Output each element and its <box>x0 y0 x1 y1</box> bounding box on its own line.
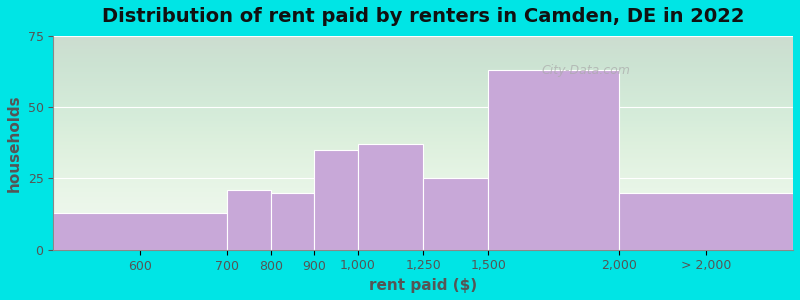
Bar <box>271 193 314 250</box>
Y-axis label: households: households <box>7 94 22 192</box>
Bar <box>423 178 489 250</box>
Bar <box>489 70 619 250</box>
Bar <box>227 190 271 250</box>
Title: Distribution of rent paid by renters in Camden, DE in 2022: Distribution of rent paid by renters in … <box>102 7 744 26</box>
Bar <box>358 144 423 250</box>
Bar <box>54 213 227 250</box>
X-axis label: rent paid ($): rent paid ($) <box>369 278 478 293</box>
Bar <box>619 193 793 250</box>
Text: City-Data.com: City-Data.com <box>542 64 630 77</box>
Bar <box>314 150 358 250</box>
